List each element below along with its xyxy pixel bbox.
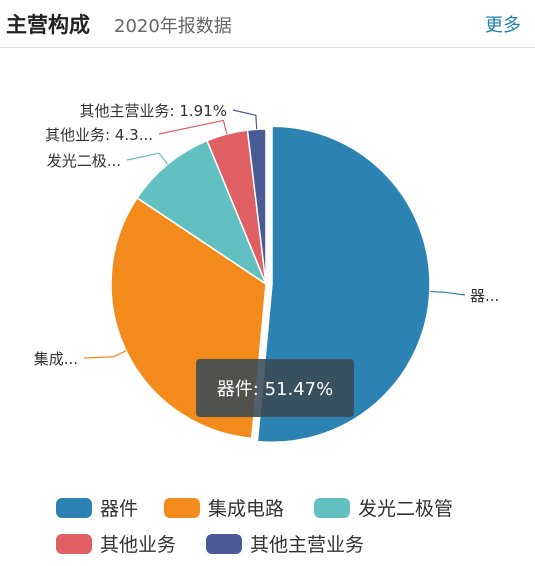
more-link[interactable]: 更多 <box>485 15 521 36</box>
slice-label-4: 其他主营业务: 1.91% <box>80 102 227 120</box>
legend-swatch <box>164 497 200 518</box>
legend-swatch <box>314 497 350 518</box>
legend-swatch <box>56 533 92 554</box>
legend-label: 集成电路 <box>208 498 285 520</box>
card-subtitle: 2020年报数据 <box>114 16 232 37</box>
legend-item-qitayewu[interactable]: 其他业务 <box>56 530 176 557</box>
slice-label-1: 集成... <box>34 350 78 368</box>
legend-label: 其他主营业务 <box>250 534 365 556</box>
legend-item-jichengdianlu[interactable]: 集成电路 <box>164 494 284 521</box>
label-line-4 <box>232 109 258 130</box>
card-header: 主营构成 2020年报数据 更多 <box>0 0 535 48</box>
label-line-2 <box>126 152 169 165</box>
legend-item-qitazhuyingyewu[interactable]: 其他主营业务 <box>206 530 364 557</box>
chart-tooltip: 器件: 51.47% <box>196 359 354 417</box>
slice-label-3: 其他业务: 4.3... <box>45 126 153 144</box>
legend-item-faguangerjiguan[interactable]: 发光二极管 <box>314 494 453 521</box>
legend-item-qijian[interactable]: 器件 <box>56 494 138 521</box>
label-line-0 <box>429 290 466 296</box>
legend-label: 其他业务 <box>100 534 177 556</box>
tooltip-text: 器件: 51.47% <box>217 379 333 400</box>
pie-chart: 器... 集成... 发光二极... 其他业务: 4.3... 其他主营业务: 1.91… <box>34 102 499 443</box>
slice-label-2: 发光二极... <box>47 152 121 170</box>
legend-swatch <box>206 533 242 554</box>
slice-label-0: 器... <box>470 287 499 305</box>
legend-swatch <box>56 497 92 518</box>
label-line-1 <box>83 350 127 359</box>
pie-slice-2[interactable] <box>136 139 268 286</box>
legend-label: 器件 <box>100 498 139 520</box>
legend-label: 发光二极管 <box>358 498 454 520</box>
label-line-3 <box>158 119 228 135</box>
card-title: 主营构成 <box>6 13 90 37</box>
